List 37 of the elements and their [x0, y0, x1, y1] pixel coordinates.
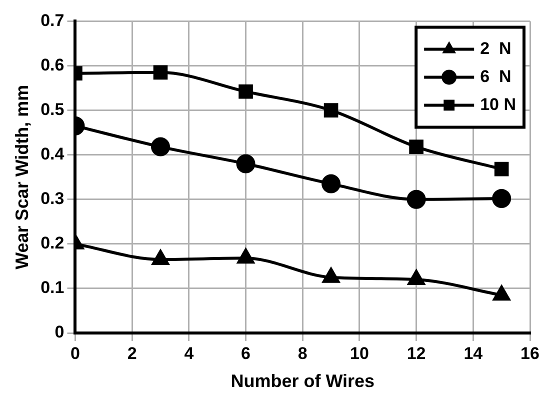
point	[406, 190, 426, 209]
legend-label: 2 N	[480, 38, 512, 58]
x-axis-title: Number of Wires	[230, 371, 375, 392]
x-tick-label: 8	[298, 344, 308, 363]
x-tick-label: 0	[70, 344, 80, 363]
point	[494, 162, 509, 176]
point	[493, 286, 510, 301]
x-tick-label: 14	[464, 344, 484, 363]
point	[408, 270, 425, 286]
y-tick-label: 0	[54, 322, 64, 342]
point	[324, 103, 338, 118]
x-tick-label: 12	[406, 344, 426, 363]
point	[236, 154, 256, 174]
y-tick-label: 0.3	[40, 189, 64, 208]
point	[322, 174, 341, 194]
y-tick-label: 0.2	[40, 234, 64, 253]
point	[322, 268, 340, 283]
y-tick-label: 0.4	[40, 144, 65, 164]
point	[152, 250, 169, 266]
point	[238, 84, 253, 99]
y-axis-title: Wear Scar Width, mm	[12, 84, 32, 270]
x-tick-label: 6	[241, 344, 251, 363]
point	[153, 65, 168, 80]
y-tick-label: 0.1	[40, 278, 64, 298]
y-tick-label: 0.7	[40, 10, 64, 30]
point	[409, 140, 424, 154]
point	[492, 188, 512, 208]
legend-label: 10 N	[480, 94, 516, 114]
y-tick-label: 0.5	[40, 100, 64, 119]
y-tick-label: 0.6	[40, 55, 64, 74]
x-tick-label: 2	[127, 344, 137, 363]
legend-label: 6 N	[480, 66, 512, 86]
x-tick-label: 4	[184, 344, 194, 363]
point	[237, 248, 254, 264]
x-tick-label: 16	[520, 344, 540, 363]
x-tick-label: 10	[350, 344, 369, 363]
point	[151, 137, 170, 156]
